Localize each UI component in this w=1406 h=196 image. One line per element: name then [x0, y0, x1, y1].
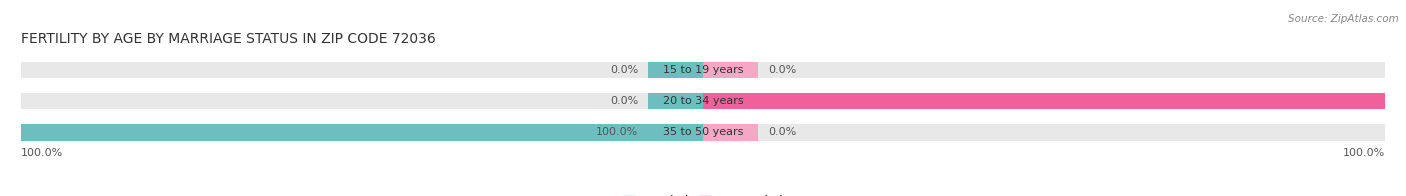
Bar [648, 124, 703, 141]
Text: 15 to 19 years: 15 to 19 years [662, 65, 744, 75]
Bar [703, 62, 758, 78]
Bar [703, 93, 1385, 109]
Text: 100.0%: 100.0% [21, 148, 63, 158]
Bar [21, 124, 703, 141]
Bar [703, 124, 758, 141]
Bar [648, 62, 703, 78]
Text: 20 to 34 years: 20 to 34 years [662, 96, 744, 106]
Bar [703, 93, 758, 109]
Bar [648, 93, 703, 109]
Text: 0.0%: 0.0% [610, 96, 638, 106]
Text: 0.0%: 0.0% [610, 65, 638, 75]
Bar [21, 62, 1385, 78]
Text: 0.0%: 0.0% [768, 65, 796, 75]
Bar [21, 124, 1385, 141]
Legend: Married, Unmarried: Married, Unmarried [623, 195, 783, 196]
Text: Source: ZipAtlas.com: Source: ZipAtlas.com [1288, 14, 1399, 24]
Text: 0.0%: 0.0% [768, 127, 796, 138]
Text: 100.0%: 100.0% [596, 127, 638, 138]
Text: 100.0%: 100.0% [1343, 148, 1385, 158]
Text: 35 to 50 years: 35 to 50 years [662, 127, 744, 138]
Text: FERTILITY BY AGE BY MARRIAGE STATUS IN ZIP CODE 72036: FERTILITY BY AGE BY MARRIAGE STATUS IN Z… [21, 32, 436, 46]
Bar [21, 93, 1385, 109]
Text: 100.0%: 100.0% [1392, 96, 1406, 106]
